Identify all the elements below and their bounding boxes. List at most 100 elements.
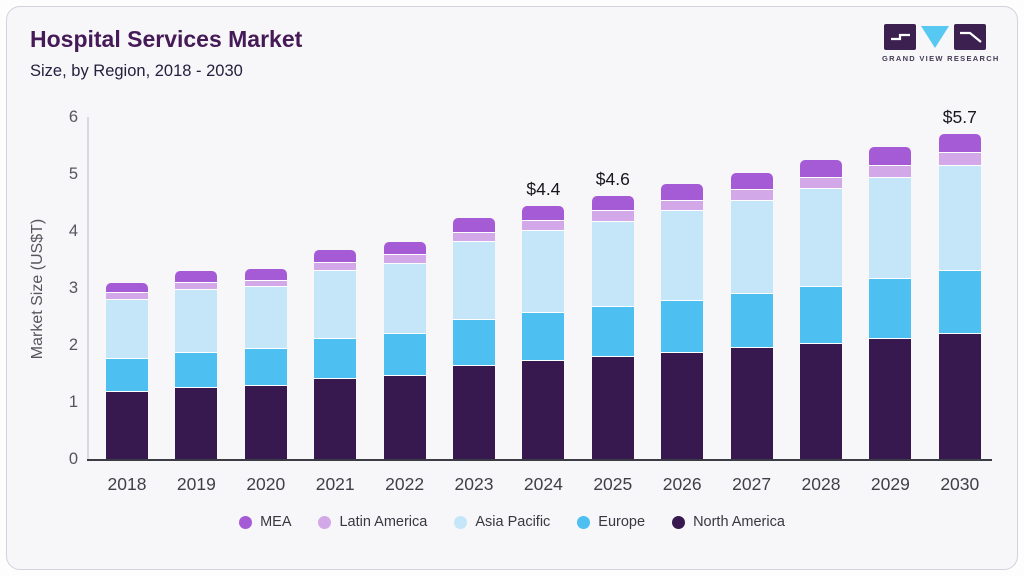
chart-card [6,6,1018,570]
bar-segment-2030-europe[interactable] [938,270,981,333]
bar-segment-2024-latin-america[interactable] [522,220,565,231]
bar-2030[interactable] [938,134,981,459]
bar-segment-2029-europe[interactable] [869,278,912,338]
bar-segment-2022-mea[interactable] [383,242,426,254]
bar-segment-2018-mea[interactable] [106,282,148,292]
bar-segment-2026-europe[interactable] [661,299,704,352]
bar-value-label-2025: $4.6 [595,168,630,189]
bar-segment-2022-latin-america[interactable] [383,253,426,263]
bar-segment-2023-north-america[interactable] [453,364,495,459]
bar-segment-2024-europe[interactable] [522,311,565,361]
bar-segment-2019-mea[interactable] [175,271,218,282]
bar-segment-2019-latin-america[interactable] [175,281,218,290]
bar-segment-2028-europe[interactable] [800,285,842,344]
bar-segment-2021-latin-america[interactable] [314,262,357,271]
bar-segment-2029-asia-pacific[interactable] [869,176,912,279]
legend-swatch-europe-icon [577,515,591,529]
bar-segment-2029-latin-america[interactable] [869,164,912,177]
bar-segment-2030-latin-america[interactable] [938,151,981,165]
bar-2024[interactable] [522,206,565,459]
bar-segment-2018-north-america[interactable] [106,390,148,459]
bar-segment-2030-mea[interactable] [938,134,981,152]
bar-segment-2029-north-america[interactable] [869,337,912,459]
bar-value-label-2024: $4.4 [526,179,561,200]
bar-segment-2024-north-america[interactable] [522,360,565,459]
x-tick-label-2022: 2022 [385,474,425,494]
bar-segment-2024-asia-pacific[interactable] [522,230,565,312]
bar-segment-2020-latin-america[interactable] [244,280,287,287]
bar-segment-2026-north-america[interactable] [661,351,704,459]
bar-segment-2028-mea[interactable] [800,159,842,178]
y-tick-label-6: 6 [68,108,78,126]
bar-segment-2021-north-america[interactable] [314,378,357,459]
bar-segment-2021-europe[interactable] [314,337,357,379]
bar-segment-2018-europe[interactable] [106,358,148,391]
bar-value-label-2030: $5.7 [942,107,977,128]
bar-segment-2027-asia-pacific[interactable] [730,199,773,293]
bar-segment-2025-asia-pacific[interactable] [591,220,634,306]
bar-segment-2027-latin-america[interactable] [730,188,773,200]
bar-segment-2019-north-america[interactable] [175,386,218,459]
bar-segment-2022-europe[interactable] [383,333,426,375]
bar-2018[interactable] [106,282,148,459]
bar-segment-2028-north-america[interactable] [800,343,842,459]
bar-segment-2020-europe[interactable] [244,348,287,385]
bar-segment-2024-mea[interactable] [522,206,565,221]
bar-segment-2020-asia-pacific[interactable] [244,286,287,349]
bar-segment-2019-europe[interactable] [175,352,218,387]
bar-segment-2020-mea[interactable] [244,269,287,281]
bar-segment-2020-north-america[interactable] [244,384,287,459]
bar-segment-2018-latin-america[interactable] [106,291,148,300]
legend-item-mea[interactable]: MEA [239,514,291,530]
legend-item-europe[interactable]: Europe [577,514,645,530]
bar-segment-2022-north-america[interactable] [383,374,426,459]
bar-segment-2023-asia-pacific[interactable] [453,240,495,319]
bar-segment-2025-mea[interactable] [591,195,634,210]
x-tick-label-2026: 2026 [662,474,702,494]
bar-segment-2025-latin-america[interactable] [591,209,634,221]
legend-label-latin-america: Latin America [339,514,428,530]
legend-item-north-america[interactable]: North America [672,514,785,530]
legend-item-latin-america[interactable]: Latin America [318,514,427,530]
bar-segment-2019-asia-pacific[interactable] [175,289,218,353]
bar-2028[interactable] [800,159,842,459]
bar-segment-2027-north-america[interactable] [730,347,773,459]
bar-segment-2030-north-america[interactable] [938,332,981,459]
bar-segment-2026-latin-america[interactable] [661,200,704,210]
legend: MEA Latin America Asia Pacific Europe North … [0,514,1024,530]
bar-segment-2023-mea[interactable] [453,217,495,232]
bar-segment-2025-europe[interactable] [591,305,634,357]
bar-2027[interactable] [730,172,773,459]
bar-2020[interactable] [244,269,287,459]
bar-segment-2026-asia-pacific[interactable] [661,209,704,300]
bar-segment-2018-asia-pacific[interactable] [106,299,148,359]
bar-segment-2030-asia-pacific[interactable] [938,164,981,271]
bar-segment-2026-mea[interactable] [661,184,704,201]
bar-2021[interactable] [314,250,357,459]
bar-segment-2022-asia-pacific[interactable] [383,262,426,333]
bar-segment-2028-latin-america[interactable] [800,177,842,189]
bar-segment-2025-north-america[interactable] [591,356,634,459]
legend-swatch-latin-america-icon [318,515,332,529]
bar-segment-2021-asia-pacific[interactable] [314,270,357,338]
bar-segment-2029-mea[interactable] [869,147,912,165]
bar-2023[interactable] [453,217,495,459]
legend-item-asia-pacific[interactable]: Asia Pacific [454,514,550,530]
x-tick-label-2020: 2020 [246,474,286,494]
bar-2029[interactable] [869,147,912,459]
y-tick-label-2: 2 [68,336,78,354]
bar-2026[interactable] [661,184,704,459]
bar-segment-2023-europe[interactable] [453,318,495,365]
bar-2022[interactable] [383,242,426,459]
y-tick-label-4: 4 [68,222,78,240]
bar-segment-2027-mea[interactable] [730,172,773,189]
legend-label-north-america: North America [693,514,785,530]
bar-2019[interactable] [175,271,218,459]
bar-segment-2023-latin-america[interactable] [453,231,495,241]
bar-segment-2027-europe[interactable] [730,292,773,348]
bar-2025[interactable] [591,195,634,459]
bar-segment-2021-mea[interactable] [314,250,357,263]
bar-segment-2028-asia-pacific[interactable] [800,188,842,286]
page-title: Hospital Services Market [30,26,303,52]
